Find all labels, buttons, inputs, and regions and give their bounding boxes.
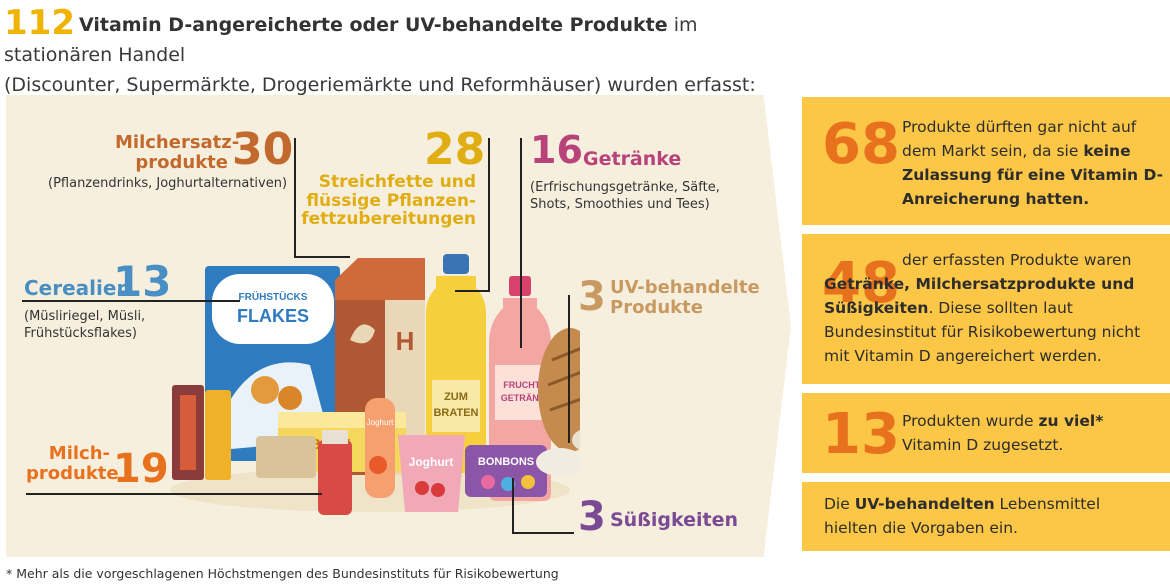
mushroom-icon xyxy=(536,430,580,476)
info-box-13-text: Produkten wurde zu viel* Vitamin D zuges… xyxy=(902,409,1162,457)
streichfette-value: 28 xyxy=(424,124,486,175)
leader-line-milchersatz xyxy=(294,138,296,256)
oil-label-line2: BRATEN xyxy=(433,407,478,419)
footnote: * Mehr als die vorgeschlagenen Höchstmen… xyxy=(6,566,559,581)
milchprodukte-value: 19 xyxy=(113,446,169,492)
cerealien-value: 13 xyxy=(113,257,172,306)
oil-label-line1: ZUM xyxy=(444,391,468,403)
info-box-48-text: der erfassten Produkte waren Getränke, M… xyxy=(824,248,1164,368)
smoothie-label-text: Joghurt xyxy=(367,418,394,427)
info-box-68: 68 Produkte dürften gar nicht auf dem Ma… xyxy=(802,97,1170,225)
smoothie-bottle-icon: Joghurt xyxy=(365,398,395,498)
getraenke-label: Getränke xyxy=(583,148,682,170)
milchersatz-value: 30 xyxy=(232,124,294,175)
milk-letter-text: H xyxy=(396,326,415,356)
milchprodukte-label: Milch- produkte xyxy=(26,443,119,484)
leader-line-milchprodukte xyxy=(26,493,322,495)
cereal-box-icon: FRÜHSTÜCKS FLAKES xyxy=(205,266,340,461)
leader-line-streichfette xyxy=(488,138,490,290)
milchersatz-label-line1: Milchersatz- xyxy=(115,132,240,153)
cerealien-note-line2: Frühstücksflakes) xyxy=(24,325,137,341)
getraenke-note-line2: Shots, Smoothies und Tees) xyxy=(530,196,710,212)
milchersatz-note: (Pflanzendrinks, Joghurtalternativen) xyxy=(48,176,288,191)
header-bold-text: Vitamin D-angereicherte oder UV-behandel… xyxy=(78,14,668,36)
leader-line-uv xyxy=(568,295,570,443)
milchprodukte-label-line1: Milch- xyxy=(48,443,110,464)
leader-line-cerealien xyxy=(22,300,240,302)
bonbons-label-text: BONBONS xyxy=(478,456,534,468)
products-illustration: FRÜHSTÜCKS FLAKES H ZUM BRATEN FRUCHT- G… xyxy=(170,254,580,515)
info-box-13-text-bold: zu viel* xyxy=(1038,412,1104,430)
leader-line-suess xyxy=(512,478,514,532)
suess-label: Süßigkeiten xyxy=(610,509,739,531)
info-box-48-text-plain1: der erfassten Produkte waren xyxy=(902,251,1132,269)
yogurt-label-text: Joghurt xyxy=(409,455,454,469)
info-box-13-text-plain2: Vitamin D zugesetzt. xyxy=(902,436,1064,455)
info-box-48-number: 48 xyxy=(822,251,900,316)
info-box-uv-text-plain1: Die xyxy=(824,495,855,513)
bonbons-bag-icon: BONBONS xyxy=(465,445,547,497)
uv-label: UV-behandelte Produkte xyxy=(610,278,760,318)
info-box-48-text-bold: Getränke, Milchersatzprodukte und Süßigk… xyxy=(824,275,1135,318)
streichfette-label-line1: Streichfette und xyxy=(318,172,476,192)
header-count: 112 xyxy=(4,3,75,43)
header-text: 112 Vitamin D-angereicherte oder UV-behan… xyxy=(4,6,804,100)
uv-label-line2: Produkte xyxy=(610,296,703,318)
leader-line-getraenke xyxy=(520,138,522,348)
flakes-main-text: FLAKES xyxy=(237,306,309,326)
milchprodukte-label-line2: produkte xyxy=(26,462,119,484)
uv-value: 3 xyxy=(578,274,606,320)
drink-label-line1: FRUCHT- xyxy=(503,380,543,390)
suess-value: 3 xyxy=(578,494,606,540)
info-box-13-number: 13 xyxy=(822,402,900,467)
streichfette-label-line3: fettzubereitungen xyxy=(301,209,476,230)
milchersatz-label: Milchersatz- produkte xyxy=(115,133,239,173)
leader-line-milchersatz-h xyxy=(294,256,350,258)
info-box-48-text-plain2: . Diese sollten laut Bundesinstitut für … xyxy=(824,299,1141,366)
uv-label-line1: UV-behandelte xyxy=(610,277,760,298)
info-box-68-text-plain: Produkte dürften gar nicht auf dem Markt… xyxy=(902,118,1137,161)
getraenke-note: (Erfrischungsgetränke, Säfte, Shots, Smo… xyxy=(530,180,720,214)
getraenke-note-line1: (Erfrischungsgetränke, Säfte, xyxy=(530,180,720,195)
leader-line-streichfette-h xyxy=(455,290,490,292)
info-box-uv-text-bold: UV-behandelten xyxy=(854,495,995,513)
cereal-bar-icon xyxy=(172,385,231,480)
milchersatz-label-line2: produkte xyxy=(135,151,228,173)
info-box-uv: Die UV-behandelten Lebensmittel hielten … xyxy=(802,482,1170,551)
oil-bottle-icon: ZUM BRATEN xyxy=(426,254,486,473)
streichfette-label-line2: flüssige Pflanzen- xyxy=(306,190,476,211)
leader-line-suess-h xyxy=(512,532,574,534)
info-box-uv-text: Die UV-behandelten Lebensmittel hielten … xyxy=(824,492,1124,540)
getraenke-value: 16 xyxy=(530,128,583,172)
milk-bottle-icon xyxy=(318,430,352,515)
yogurt-cup-icon: Joghurt xyxy=(398,435,465,512)
info-box-48: 48 der erfassten Produkte waren Getränke… xyxy=(802,234,1170,384)
streichfette-label: Streichfette und flüssige Pflanzen- fett… xyxy=(300,173,476,229)
drink-label-line2: GETRÄNK xyxy=(501,393,546,403)
header-rest-line1: im stationären Handel xyxy=(4,14,698,66)
flakes-top-text: FRÜHSTÜCKS xyxy=(239,290,308,303)
info-box-uv-text-plain2: Lebensmittel hielten die Vorgaben ein. xyxy=(824,495,1101,538)
info-box-68-number: 68 xyxy=(822,112,900,177)
cerealien-note-line1: (Müsliriegel, Müsli, xyxy=(24,309,146,324)
info-box-13: 13 Produkten wurde zu viel* Vitamin D zu… xyxy=(802,393,1170,473)
info-box-68-text: Produkte dürften gar nicht auf dem Markt… xyxy=(902,115,1164,211)
header-line2: (Discounter, Supermärkte, Drogeriemärkte… xyxy=(4,74,756,96)
cerealien-label: Cerealien xyxy=(24,276,131,300)
info-box-68-text-bold: keine Zulassung für eine Vitamin D-Anrei… xyxy=(902,142,1164,209)
cerealien-note: (Müsliriegel, Müsli, Frühstücksflakes) xyxy=(24,309,145,343)
info-box-13-text-plain1: Produkten wurde xyxy=(902,412,1039,430)
